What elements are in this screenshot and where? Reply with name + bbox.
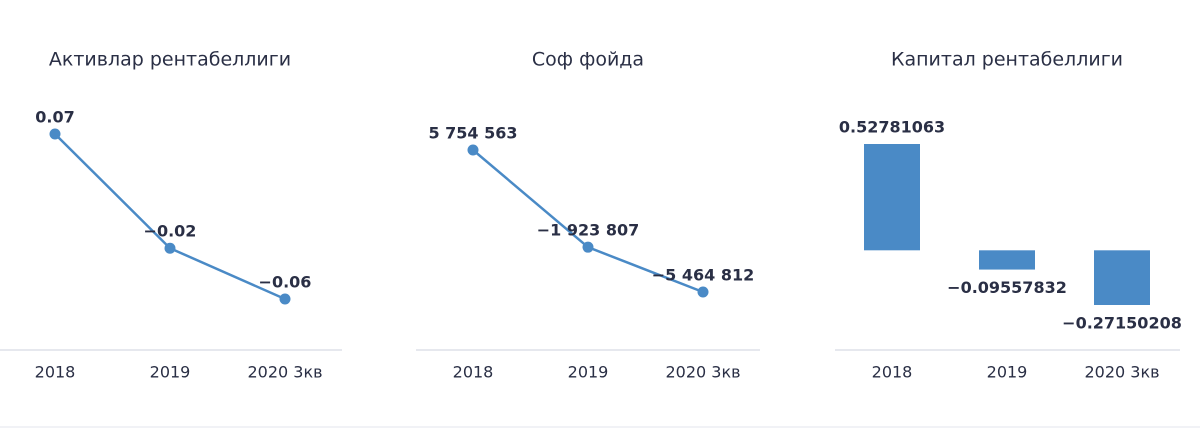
value-label: −0.09557832 [947, 278, 1067, 297]
value-label: −0.06 [259, 273, 312, 292]
x-tick-label: 2019 [568, 363, 609, 382]
point [279, 293, 291, 305]
bar [864, 144, 920, 251]
value-label: 5 754 563 [428, 124, 517, 143]
value-label: −5 464 812 [652, 266, 754, 285]
chart-title: Капитал рентабеллиги [891, 49, 1123, 71]
value-label: −0.27150208 [1062, 314, 1182, 333]
value-label: −0.02 [144, 222, 197, 241]
x-tick-label: 2020 3кв [247, 363, 322, 382]
value-label: −1 923 807 [537, 221, 639, 240]
point [582, 241, 594, 253]
line [54, 133, 286, 301]
point [467, 144, 479, 156]
x-tick-label: 2020 3кв [1084, 363, 1159, 382]
x-tick-label: 2018 [872, 363, 913, 382]
chart-title: Активлар рентабеллиги [49, 49, 291, 71]
x-tick-label: 2020 3кв [665, 363, 740, 382]
point [49, 128, 61, 140]
bar [979, 250, 1035, 270]
bar [1094, 250, 1150, 305]
x-tick-label: 2019 [150, 363, 191, 382]
point [164, 242, 176, 254]
chart-title: Соф фойда [532, 49, 644, 71]
x-tick-label: 2018 [35, 363, 76, 382]
value-label: 0.52781063 [839, 118, 945, 137]
x-tick-label: 2019 [987, 363, 1028, 382]
value-label: 0.07 [35, 108, 74, 127]
point [697, 286, 709, 298]
x-tick-label: 2018 [453, 363, 494, 382]
